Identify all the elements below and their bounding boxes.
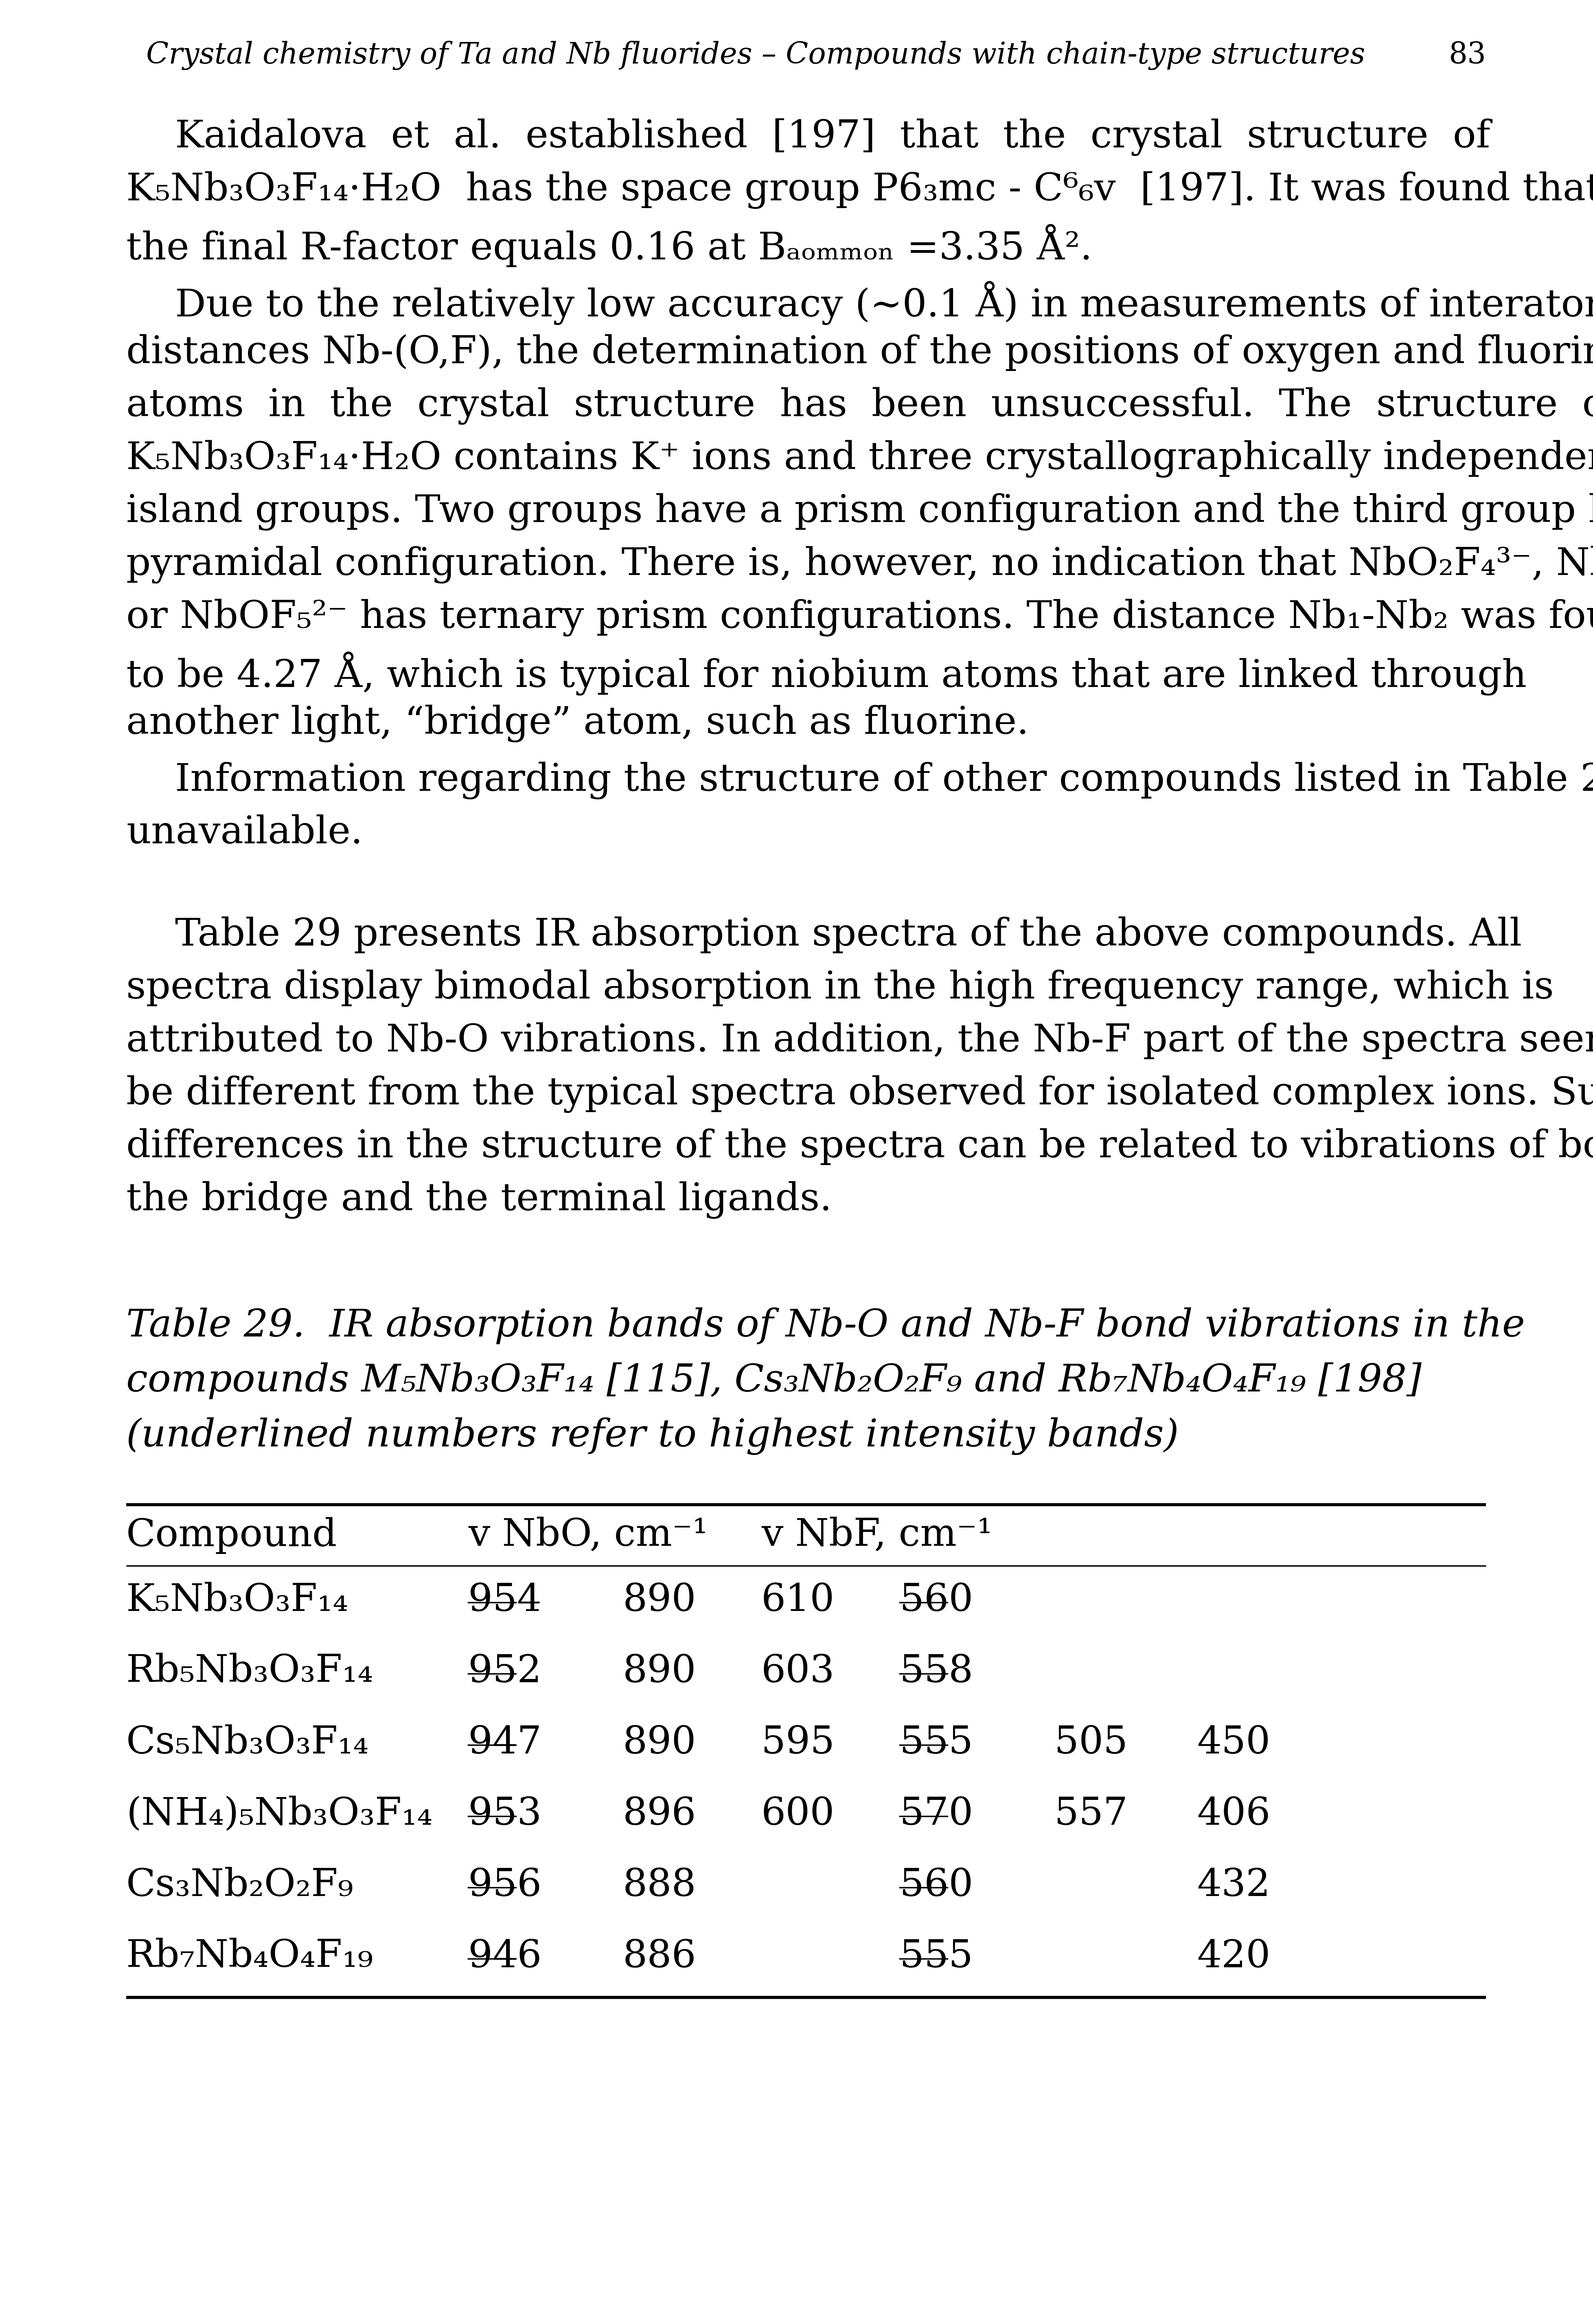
Text: the final R-factor equals 0.16 at Bₐₒₘₘₒₙ =3.35 Å².: the final R-factor equals 0.16 at Bₐₒₘₘₒ…: [126, 223, 1093, 267]
Text: the bridge and the terminal ligands.: the bridge and the terminal ligands.: [126, 1181, 832, 1218]
Text: 946: 946: [468, 1938, 542, 1975]
Text: Information regarding the structure of other compounds listed in Table 28 is: Information regarding the structure of o…: [126, 762, 1593, 799]
Text: 450: 450: [1196, 1724, 1270, 1762]
Text: 560: 560: [900, 1583, 973, 1620]
Text: 610: 610: [761, 1583, 835, 1620]
Text: 406: 406: [1196, 1796, 1270, 1834]
Text: 558: 558: [900, 1652, 973, 1690]
Text: 560: 560: [900, 1866, 973, 1903]
Text: v NbO, cm⁻¹: v NbO, cm⁻¹: [468, 1518, 707, 1552]
Text: unavailable.: unavailable.: [126, 813, 363, 851]
Text: 505: 505: [1055, 1724, 1128, 1762]
Text: or NbOF₅²⁻ has ternary prism configurations. The distance Nb₁-Nb₂ was found: or NbOF₅²⁻ has ternary prism configurati…: [126, 600, 1593, 637]
Text: 953: 953: [468, 1796, 542, 1834]
Text: 947: 947: [468, 1724, 542, 1762]
Text: 600: 600: [761, 1796, 835, 1834]
Text: be different from the typical spectra observed for isolated complex ions. Such: be different from the typical spectra ob…: [126, 1076, 1593, 1113]
Text: 595: 595: [761, 1724, 835, 1762]
Text: Compound: Compound: [126, 1518, 338, 1555]
Text: 888: 888: [623, 1866, 696, 1903]
Text: Crystal chemistry of Ta and Nb fluorides – Compounds with chain-type structures: Crystal chemistry of Ta and Nb fluorides…: [147, 42, 1365, 70]
Text: Due to the relatively low accuracy (~0.1 Å) in measurements of interatomic: Due to the relatively low accuracy (~0.1…: [126, 281, 1593, 325]
Text: spectra display bimodal absorption in the high frequency range, which is: spectra display bimodal absorption in th…: [126, 969, 1553, 1006]
Text: attributed to Nb-O vibrations. In addition, the Nb-F part of the spectra seems t: attributed to Nb-O vibrations. In additi…: [126, 1023, 1593, 1060]
Text: 952: 952: [468, 1652, 542, 1690]
Text: Rb₅Nb₃O₃F₁₄: Rb₅Nb₃O₃F₁₄: [126, 1652, 373, 1690]
Text: 956: 956: [468, 1866, 542, 1903]
Text: pyramidal configuration. There is, however, no indication that NbO₂F₄³⁻, NbF₆⁻: pyramidal configuration. There is, howev…: [126, 546, 1593, 583]
Text: atoms  in  the  crystal  structure  has  been  unsuccessful.  The  structure  of: atoms in the crystal structure has been …: [126, 386, 1593, 425]
Text: Cs₅Nb₃O₃F₁₄: Cs₅Nb₃O₃F₁₄: [126, 1724, 370, 1762]
Text: Table 29 presents IR absorption spectra of the above compounds. All: Table 29 presents IR absorption spectra …: [126, 916, 1521, 953]
Text: Kaidalova  et  al.  established  [197]  that  the  crystal  structure  of: Kaidalova et al. established [197] that …: [126, 119, 1491, 156]
Text: 890: 890: [623, 1583, 696, 1620]
Text: 557: 557: [1055, 1796, 1128, 1834]
Text: 432: 432: [1196, 1866, 1270, 1903]
Text: (NH₄)₅Nb₃O₃F₁₄: (NH₄)₅Nb₃O₃F₁₄: [126, 1796, 432, 1834]
Text: K₅Nb₃O₃F₁₄·H₂O contains K⁺ ions and three crystallographically independent: K₅Nb₃O₃F₁₄·H₂O contains K⁺ ions and thre…: [126, 439, 1593, 476]
Text: 896: 896: [623, 1796, 696, 1834]
Text: 570: 570: [900, 1796, 973, 1834]
Text: 890: 890: [623, 1724, 696, 1762]
Text: K₅Nb₃O₃F₁₄·H₂O  has the space group P6₃mc - C⁶₆v  [197]. It was found that: K₅Nb₃O₃F₁₄·H₂O has the space group P6₃mc…: [126, 172, 1593, 209]
Text: to be 4.27 Å, which is typical for niobium atoms that are linked through: to be 4.27 Å, which is typical for niobi…: [126, 651, 1526, 695]
Text: Table 29.  IR absorption bands of Nb-O and Nb-F bond vibrations in the: Table 29. IR absorption bands of Nb-O an…: [126, 1306, 1525, 1343]
Text: island groups. Two groups have a prism configuration and the third group has a: island groups. Two groups have a prism c…: [126, 493, 1593, 530]
Text: 603: 603: [761, 1652, 835, 1690]
Text: K₅Nb₃O₃F₁₄: K₅Nb₃O₃F₁₄: [126, 1583, 349, 1620]
Text: 555: 555: [900, 1938, 973, 1975]
Text: 555: 555: [900, 1724, 973, 1762]
Text: Rb₇Nb₄O₄F₁₉: Rb₇Nb₄O₄F₁₉: [126, 1938, 373, 1975]
Text: (underlined numbers refer to highest intensity bands): (underlined numbers refer to highest int…: [126, 1418, 1179, 1455]
Text: differences in the structure of the spectra can be related to vibrations of both: differences in the structure of the spec…: [126, 1127, 1593, 1164]
Text: 886: 886: [623, 1938, 696, 1975]
Text: another light, “bridge” atom, such as fluorine.: another light, “bridge” atom, such as fl…: [126, 704, 1029, 741]
Text: compounds M₅Nb₃O₃F₁₄ [115], Cs₃Nb₂O₂F₉ and Rb₇Nb₄O₄F₁₉ [198]: compounds M₅Nb₃O₃F₁₄ [115], Cs₃Nb₂O₂F₉ a…: [126, 1362, 1421, 1399]
Text: Cs₃Nb₂O₂F₉: Cs₃Nb₂O₂F₉: [126, 1866, 354, 1903]
Text: distances Nb-(O,F), the determination of the positions of oxygen and fluorine: distances Nb-(O,F), the determination of…: [126, 335, 1593, 372]
Text: 420: 420: [1196, 1938, 1270, 1975]
Text: 83: 83: [1448, 42, 1486, 70]
Text: 954: 954: [468, 1583, 542, 1620]
Text: 890: 890: [623, 1652, 696, 1690]
Text: v NbF, cm⁻¹: v NbF, cm⁻¹: [761, 1518, 992, 1552]
